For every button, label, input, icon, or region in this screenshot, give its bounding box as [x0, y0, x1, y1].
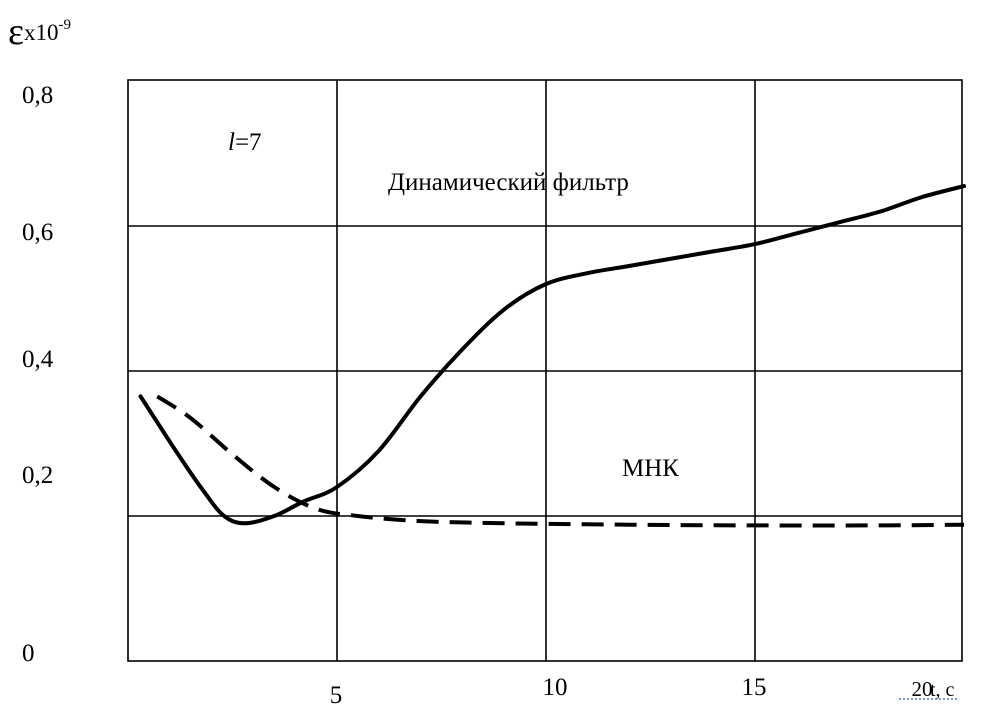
y-tick-label: 0: [22, 640, 35, 667]
y-axis-exponent: -9: [58, 17, 71, 33]
parameter-symbol: l: [228, 129, 235, 156]
y-tick-label: 0,2: [22, 462, 53, 489]
parameter-annotation: l=7: [228, 129, 262, 156]
x-tick-label: 20: [912, 677, 933, 701]
x-tick-label: 10: [543, 674, 568, 701]
x-tick-label: 5: [330, 682, 343, 704]
grid: [128, 80, 962, 661]
y-tick-labels: 0 0,2 0,4 0,6 0,8: [22, 82, 54, 667]
parameter-value: =7: [235, 129, 262, 156]
y-tick-label: 0,8: [22, 82, 53, 109]
x-tick-label: 15: [742, 674, 767, 701]
series-annotation-dynamic-filter: Динамический фильтр: [388, 169, 629, 196]
series-layer: [138, 184, 966, 528]
y-tick-label: 0,6: [22, 219, 53, 246]
series-annotation-mnk: МНК: [622, 455, 679, 482]
plot-frame: [127, 79, 963, 662]
series-line-dynamic-filter: [138, 184, 966, 526]
series-line-mnk: [156, 394, 965, 528]
y-axis-symbol: ε: [8, 11, 24, 53]
y-axis-label: εx10-9: [8, 11, 71, 53]
x-tick-labels: 5 10 15 20: [330, 674, 933, 704]
x-axis-label: t, c: [930, 679, 955, 701]
y-tick-label: 0,4: [22, 346, 54, 373]
y-axis-multiplier: x10: [24, 20, 59, 45]
